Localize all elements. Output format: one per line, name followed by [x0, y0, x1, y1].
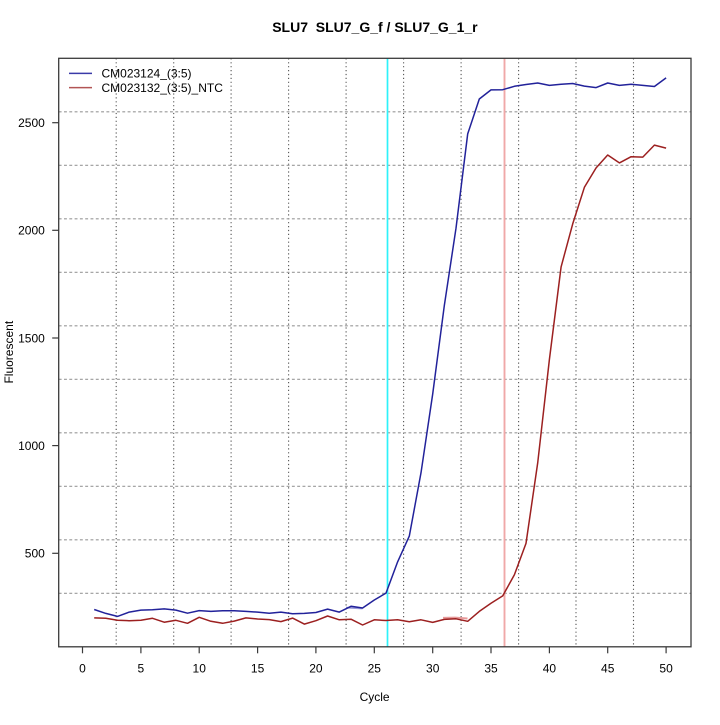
svg-text:1000: 1000: [18, 439, 45, 453]
svg-text:Cycle: Cycle: [360, 690, 390, 704]
svg-text:40: 40: [543, 662, 557, 676]
svg-text:20: 20: [309, 662, 323, 676]
svg-text:15: 15: [251, 662, 265, 676]
svg-text:CM023124_(3:5): CM023124_(3:5): [102, 67, 192, 81]
svg-text:10: 10: [193, 662, 207, 676]
svg-text:25: 25: [368, 662, 382, 676]
svg-text:30: 30: [426, 662, 440, 676]
svg-text:2500: 2500: [18, 116, 45, 130]
svg-text:2000: 2000: [18, 224, 45, 238]
svg-text:1500: 1500: [18, 331, 45, 345]
svg-text:CM023132_(3:5)_NTC: CM023132_(3:5)_NTC: [102, 81, 224, 95]
svg-text:SLU7 SLU7_G_f / SLU7_G_1_r: SLU7 SLU7_G_f / SLU7_G_1_r: [272, 19, 478, 35]
svg-text:Fluorescent: Fluorescent: [2, 320, 16, 383]
svg-text:5: 5: [138, 662, 145, 676]
svg-text:35: 35: [484, 662, 498, 676]
svg-text:500: 500: [25, 547, 45, 561]
svg-text:45: 45: [601, 662, 615, 676]
svg-text:0: 0: [79, 662, 86, 676]
svg-text:50: 50: [659, 662, 673, 676]
